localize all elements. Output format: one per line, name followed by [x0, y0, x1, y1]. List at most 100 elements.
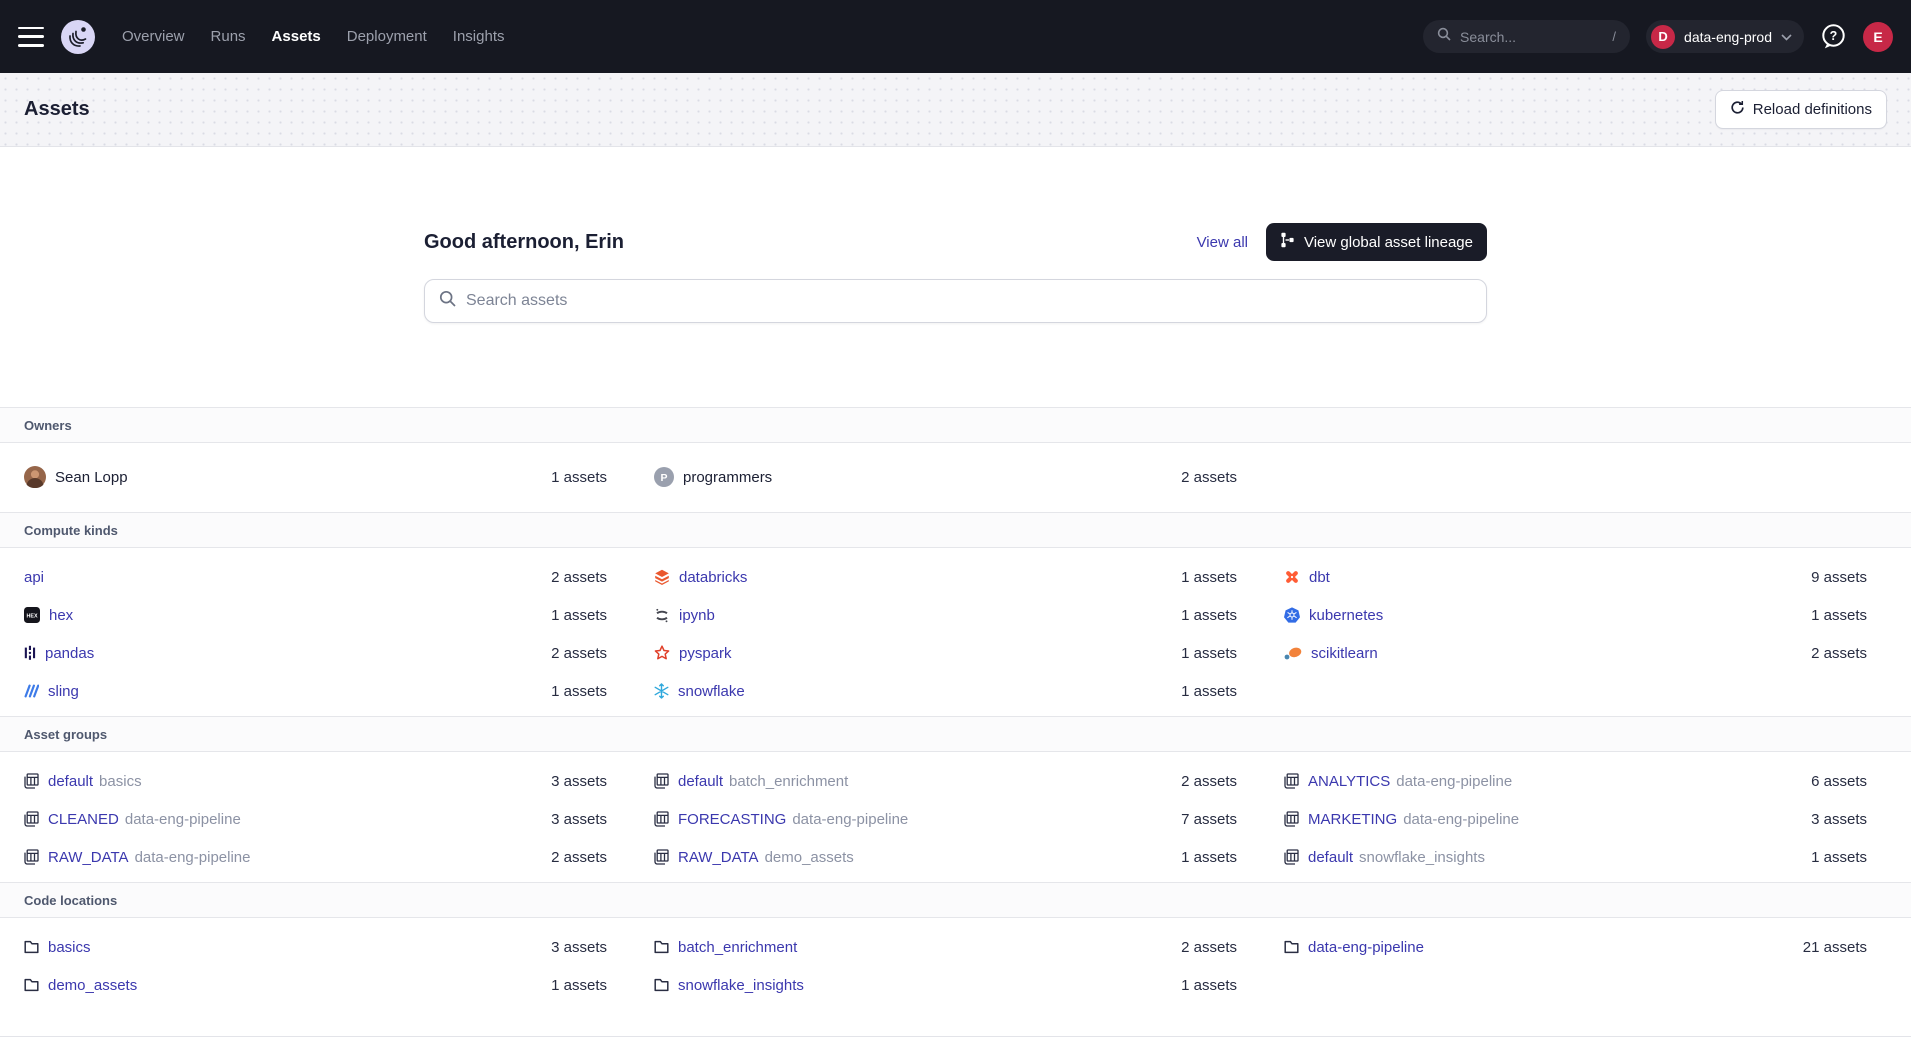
asset-count: 1 assets	[551, 606, 607, 624]
section-header-compute-kinds: Compute kinds	[0, 512, 1911, 548]
compute-kinds-item: databricks 1 assets	[654, 558, 1237, 596]
section-title: Compute kinds	[24, 522, 118, 538]
code-locations-item: basics 3 assets	[24, 928, 607, 966]
code-locations-item: batch_enrichment 2 assets	[654, 928, 1237, 966]
compute-kinds-link[interactable]: databricks	[654, 569, 747, 586]
svg-text:?: ?	[1830, 29, 1838, 43]
compute-kinds-item: sling 1 assets	[24, 672, 607, 710]
pandas-icon	[24, 645, 36, 661]
folder-icon	[654, 940, 669, 954]
hex-icon: HEX	[24, 607, 40, 623]
nav-item-assets[interactable]: Assets	[271, 28, 321, 45]
group-name: MARKETING	[1308, 810, 1398, 828]
compute-kinds-link[interactable]: pyspark	[654, 645, 732, 662]
item-label: api	[24, 568, 45, 586]
asset-groups-link[interactable]: RAW_DATA data-eng-pipeline	[24, 849, 250, 866]
asset-count: 1 assets	[551, 468, 607, 486]
code-locations-link[interactable]: demo_assets	[24, 977, 137, 994]
asset-group-icon	[24, 811, 39, 827]
deployment-name: data-eng-prod	[1684, 28, 1772, 45]
group-location: data-eng-pipeline	[792, 810, 909, 828]
asset-count: 1 assets	[551, 682, 607, 700]
nav-items: Overview Runs Assets Deployment Insights	[122, 28, 505, 45]
asset-groups-link[interactable]: default snowflake_insights	[1284, 849, 1485, 866]
compute-kinds-item: scikitlearn 2 assets	[1284, 634, 1867, 672]
nav-item-insights[interactable]: Insights	[452, 28, 505, 45]
group-name: ANALYTICS	[1308, 772, 1391, 790]
section-header-asset-groups: Asset groups	[0, 716, 1911, 752]
asset-count: 1 assets	[1181, 848, 1237, 866]
compute-kinds-link[interactable]: kubernetes	[1284, 607, 1383, 624]
global-search[interactable]: Search... /	[1423, 20, 1631, 53]
help-button[interactable]: ?	[1820, 23, 1847, 50]
nav-item-runs[interactable]: Runs	[210, 28, 246, 45]
view-all-link[interactable]: View all	[1196, 233, 1248, 251]
asset-groups-link[interactable]: ANALYTICS data-eng-pipeline	[1284, 773, 1512, 790]
user-avatar-button[interactable]: E	[1863, 21, 1893, 52]
nav-item-deployment[interactable]: Deployment	[346, 28, 427, 45]
compute-kinds-item: api 2 assets	[24, 558, 607, 596]
asset-groups-link[interactable]: FORECASTING data-eng-pipeline	[654, 811, 908, 828]
asset-groups-item: default batch_enrichment 2 assets	[654, 762, 1237, 800]
folder-icon	[24, 940, 39, 954]
reload-definitions-button[interactable]: Reload definitions	[1714, 90, 1887, 129]
asset-count: 1 assets	[1181, 976, 1237, 994]
compute-kinds-link[interactable]: sling	[24, 683, 79, 700]
item-label: demo_assets	[48, 976, 138, 994]
deployment-switcher[interactable]: D data-eng-prod	[1646, 20, 1804, 53]
asset-groups-link[interactable]: RAW_DATA demo_assets	[654, 849, 854, 866]
compute-kinds-link[interactable]: HEX hex	[24, 607, 73, 624]
compute-kinds-item: ipynb 1 assets	[654, 596, 1237, 634]
code-locations-item: data-eng-pipeline 21 assets	[1284, 928, 1867, 966]
svg-text:HEX: HEX	[26, 614, 37, 620]
dagster-logo-icon[interactable]	[60, 19, 96, 55]
nav-right: Search... / D data-eng-prod ? E	[1423, 20, 1893, 53]
compute-kinds-item: kubernetes 1 assets	[1284, 596, 1867, 634]
compute-kinds-link[interactable]: api	[24, 569, 44, 586]
group-name: CLEANED	[48, 810, 119, 828]
asset-count: 2 assets	[1811, 644, 1867, 662]
nav-item-overview[interactable]: Overview	[122, 28, 185, 45]
compute-kinds-link[interactable]: snowflake	[654, 683, 745, 700]
item-label: programmers	[683, 468, 773, 486]
asset-groups-item: RAW_DATA demo_assets 1 assets	[654, 838, 1237, 876]
asset-search-input[interactable]	[466, 292, 1472, 310]
menu-button[interactable]	[18, 26, 44, 47]
folder-icon	[24, 978, 39, 992]
group-name: default	[678, 772, 724, 790]
asset-groups-grid: default basics 3 assets default batch_enrich…	[0, 752, 1911, 882]
asset-groups-item: RAW_DATA data-eng-pipeline 2 assets	[24, 838, 607, 876]
code-locations-link[interactable]: batch_enrichment	[654, 939, 797, 956]
asset-groups-link[interactable]: CLEANED data-eng-pipeline	[24, 811, 241, 828]
asset-groups-link[interactable]: default basics	[24, 773, 142, 790]
compute-kinds-link[interactable]: scikitlearn	[1284, 645, 1378, 662]
group-location: data-eng-pipeline	[134, 848, 251, 866]
code-locations-link[interactable]: basics	[24, 939, 91, 956]
item-label: scikitlearn	[1311, 644, 1378, 662]
asset-groups-item: MARKETING data-eng-pipeline 3 assets	[1284, 800, 1867, 838]
compute-kinds-link[interactable]: ipynb	[654, 607, 715, 624]
compute-kinds-link[interactable]: dbt	[1284, 569, 1330, 586]
folder-icon	[1284, 940, 1299, 954]
asset-count: 2 assets	[551, 568, 607, 586]
greeting: Good afternoon, Erin	[424, 230, 624, 253]
owners-link[interactable]: Sean Lopp	[24, 466, 128, 488]
asset-groups-item: default basics 3 assets	[24, 762, 607, 800]
asset-group-icon	[24, 773, 39, 789]
item-label: kubernetes	[1309, 606, 1384, 624]
code-locations-link[interactable]: data-eng-pipeline	[1284, 939, 1424, 956]
pyspark-icon	[654, 645, 670, 661]
item-label: batch_enrichment	[678, 938, 798, 956]
group-name: RAW_DATA	[678, 848, 759, 866]
asset-groups-link[interactable]: MARKETING data-eng-pipeline	[1284, 811, 1519, 828]
view-global-asset-lineage-button[interactable]: View global asset lineage	[1265, 223, 1487, 261]
compute-kinds-item: HEX hex 1 assets	[24, 596, 607, 634]
compute-kinds-link[interactable]: pandas	[24, 645, 94, 662]
item-label: ipynb	[679, 606, 715, 624]
code-locations-link[interactable]: snowflake_insights	[654, 977, 804, 994]
asset-count: 3 assets	[551, 810, 607, 828]
asset-group-icon	[654, 811, 669, 827]
group-name: FORECASTING	[678, 810, 787, 828]
asset-groups-link[interactable]: default batch_enrichment	[654, 773, 848, 790]
